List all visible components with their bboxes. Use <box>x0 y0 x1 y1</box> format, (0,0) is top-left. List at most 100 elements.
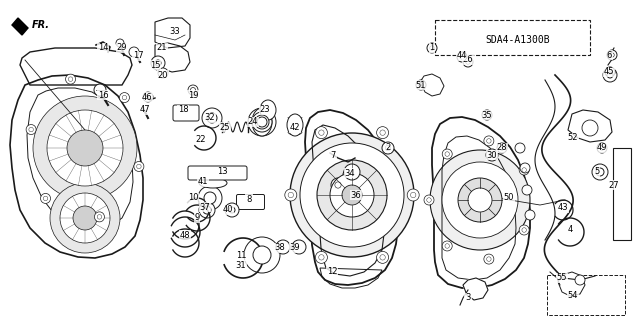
Polygon shape <box>568 110 612 142</box>
Text: 19: 19 <box>188 91 198 100</box>
Text: 31: 31 <box>236 261 246 270</box>
Circle shape <box>292 240 306 254</box>
Text: 35: 35 <box>482 110 492 120</box>
Text: 21: 21 <box>157 43 167 53</box>
Text: 29: 29 <box>116 43 127 53</box>
Circle shape <box>67 130 103 166</box>
Text: 36: 36 <box>351 190 362 199</box>
Text: 23: 23 <box>260 106 270 115</box>
Bar <box>547 275 625 315</box>
Circle shape <box>257 117 267 127</box>
Circle shape <box>65 74 76 84</box>
FancyBboxPatch shape <box>173 105 199 121</box>
Circle shape <box>484 254 494 264</box>
Text: 15: 15 <box>150 61 160 70</box>
Text: 55: 55 <box>557 273 567 283</box>
Text: 3: 3 <box>465 293 470 302</box>
Circle shape <box>285 189 297 201</box>
Text: 8: 8 <box>246 195 252 204</box>
Circle shape <box>575 275 585 285</box>
Circle shape <box>520 163 530 173</box>
Text: 51: 51 <box>416 80 426 90</box>
Circle shape <box>382 142 394 154</box>
Circle shape <box>203 206 211 214</box>
Polygon shape <box>20 48 132 85</box>
Polygon shape <box>10 75 143 258</box>
Polygon shape <box>420 74 444 96</box>
Text: 12: 12 <box>327 268 337 277</box>
Circle shape <box>407 189 419 201</box>
Circle shape <box>607 50 617 60</box>
Circle shape <box>427 43 437 53</box>
Circle shape <box>592 164 608 180</box>
Text: 4: 4 <box>568 226 573 234</box>
Circle shape <box>244 237 280 273</box>
Circle shape <box>331 178 345 192</box>
Circle shape <box>519 165 529 175</box>
Circle shape <box>317 160 387 230</box>
Circle shape <box>204 192 216 204</box>
Circle shape <box>597 143 607 153</box>
Text: 34: 34 <box>345 168 355 177</box>
Ellipse shape <box>287 114 303 136</box>
Circle shape <box>198 186 222 210</box>
Text: 2: 2 <box>385 144 390 152</box>
Circle shape <box>47 110 123 186</box>
Circle shape <box>486 149 498 161</box>
Circle shape <box>207 113 217 123</box>
Circle shape <box>596 168 604 176</box>
Circle shape <box>424 195 434 205</box>
Circle shape <box>468 188 492 212</box>
Text: 24: 24 <box>248 117 259 127</box>
Circle shape <box>199 202 215 218</box>
Circle shape <box>40 193 51 204</box>
Circle shape <box>376 127 388 139</box>
Circle shape <box>143 92 153 102</box>
Circle shape <box>458 178 502 222</box>
Text: 30: 30 <box>486 151 497 160</box>
Circle shape <box>134 161 144 171</box>
Text: 40: 40 <box>223 205 233 214</box>
Text: 7: 7 <box>330 151 336 160</box>
Circle shape <box>73 206 97 230</box>
Circle shape <box>151 56 165 70</box>
Circle shape <box>497 143 507 153</box>
Circle shape <box>519 225 529 235</box>
Circle shape <box>582 120 598 136</box>
Text: 50: 50 <box>504 194 515 203</box>
Circle shape <box>252 112 272 132</box>
Circle shape <box>276 240 290 254</box>
Text: 14: 14 <box>98 43 108 53</box>
Ellipse shape <box>260 100 276 120</box>
Text: 45: 45 <box>604 68 614 77</box>
Text: 28: 28 <box>497 144 508 152</box>
Text: 41: 41 <box>198 177 208 187</box>
Text: 11: 11 <box>236 251 246 261</box>
Circle shape <box>522 185 532 195</box>
Circle shape <box>416 80 426 90</box>
Circle shape <box>525 210 535 220</box>
Circle shape <box>603 68 617 82</box>
Ellipse shape <box>252 108 272 136</box>
Circle shape <box>155 60 161 66</box>
Polygon shape <box>305 110 398 285</box>
Text: 49: 49 <box>596 144 607 152</box>
Circle shape <box>26 124 36 135</box>
Circle shape <box>316 127 328 139</box>
Text: 26: 26 <box>463 56 474 64</box>
Polygon shape <box>463 278 488 300</box>
Text: 54: 54 <box>568 291 579 300</box>
Text: 6: 6 <box>606 50 612 60</box>
Polygon shape <box>155 18 190 48</box>
Text: 42: 42 <box>290 123 300 132</box>
Circle shape <box>95 212 104 222</box>
Circle shape <box>129 47 139 57</box>
Circle shape <box>120 93 129 103</box>
Circle shape <box>482 110 492 120</box>
Polygon shape <box>155 43 190 72</box>
Text: 37: 37 <box>200 203 211 211</box>
Text: 39: 39 <box>290 243 300 253</box>
Bar <box>435 20 590 55</box>
Text: 27: 27 <box>609 181 620 189</box>
Circle shape <box>607 72 613 78</box>
